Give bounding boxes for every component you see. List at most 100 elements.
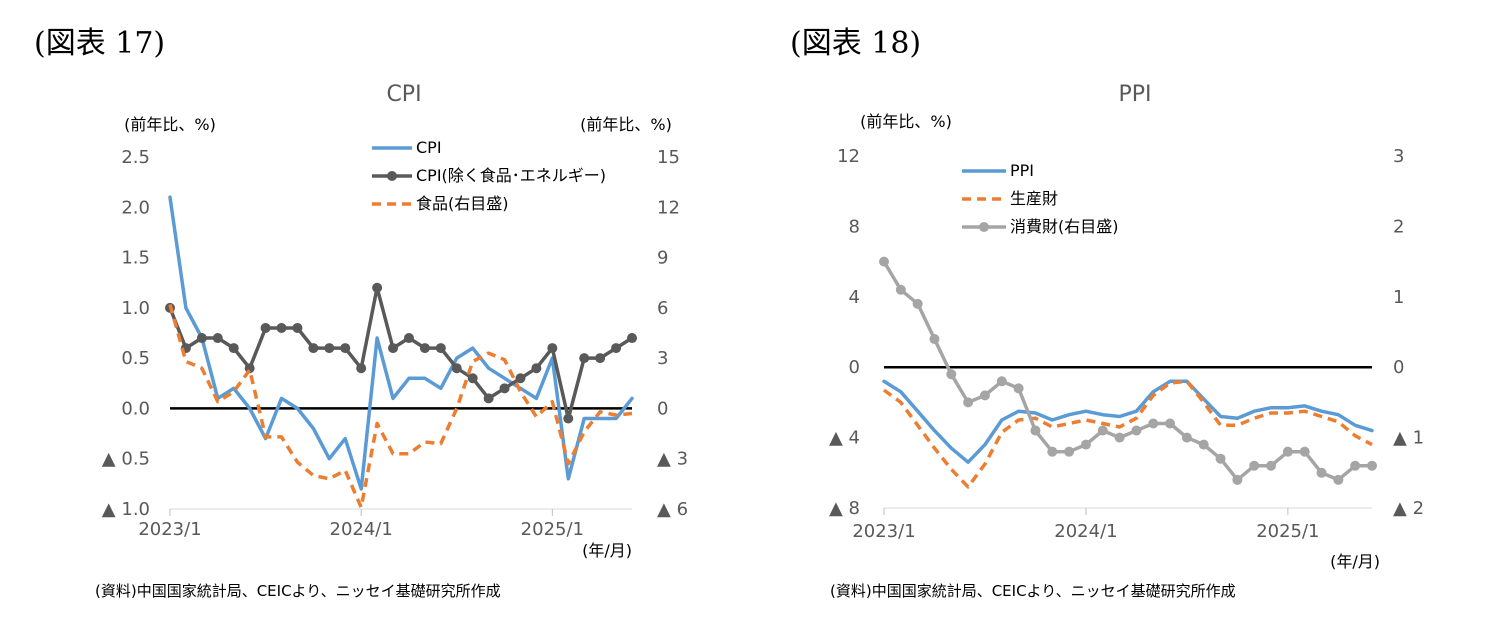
chart-0-left-tick: 2.5 — [121, 147, 150, 168]
chart-1-left-tick: ▲ 8 — [829, 498, 860, 519]
chart-0-right-tick: 3 — [657, 348, 668, 369]
figure-17-source: (資料)中国国家統計局、CEICより、ニッセイ基礎研究所作成 — [95, 582, 501, 600]
chart-0-x-unit: (年/月) — [582, 541, 632, 560]
chart-1-series-2-point — [1047, 446, 1058, 457]
chart-0-series-1-point — [531, 363, 542, 374]
chart-1-series-2-point — [996, 376, 1007, 387]
chart-1-series-2-point — [1333, 474, 1344, 485]
chart-1-series-2-point — [979, 390, 990, 401]
chart-0-right-unit: (前年比、%) — [580, 115, 672, 134]
chart-1-series-2-point — [1114, 432, 1125, 443]
chart-1-series-2-point — [1299, 446, 1310, 457]
chart-0-series-1-point — [547, 343, 558, 354]
chart-0-legend-label-2: 食品(右目盛) — [416, 194, 509, 213]
chart-0-series-1-point — [403, 333, 414, 344]
chart-1-left-tick: 0 — [849, 357, 860, 378]
chart-1-right-tick: 3 — [1393, 146, 1404, 167]
chart-0-x-tick-label: 2023/1 — [138, 519, 201, 540]
chart-1-series-2-point — [1282, 446, 1293, 457]
chart-0-left-tick: 2.0 — [121, 197, 150, 218]
chart-1-series-2-point — [895, 284, 906, 295]
chart-0-series-1-point — [451, 363, 462, 374]
chart-1-series-2-point — [1232, 474, 1243, 485]
chart-0-series-1-point — [627, 333, 637, 344]
chart-0-series-1-point — [356, 363, 367, 374]
chart-1-series-2-point — [1316, 467, 1327, 478]
chart-1-series-1-line — [882, 379, 1373, 489]
chart-1-series-2-point — [1148, 418, 1159, 429]
chart-0-series-0-line — [168, 195, 634, 491]
chart-0-right-tick: ▲ 6 — [657, 499, 688, 520]
chart-0-series-1-point — [276, 322, 287, 333]
chart-1-x-tick-label: 2025/1 — [1256, 521, 1319, 542]
chart-0-left-unit: (前年比、%) — [124, 115, 216, 134]
chart-1-series-0-line — [882, 379, 1374, 464]
chart-1-series-2-line — [882, 259, 1374, 482]
chart-1-series-2-point — [1367, 460, 1377, 471]
chart-0-series-1-point — [308, 343, 319, 354]
chart-1-legend-label-2: 消費財(右目盛) — [1010, 217, 1119, 236]
chart-1-series-2-point — [1350, 460, 1361, 471]
chart-1-title: PPI — [1118, 82, 1151, 107]
chart-0-series-1-point — [483, 393, 494, 404]
chart-0-series-1-point — [515, 373, 526, 384]
chart-1-legend-marker-2 — [979, 222, 989, 232]
chart-1-left-tick: 12 — [837, 146, 860, 167]
chart-0-series-1-point — [388, 343, 399, 354]
chart-0-series-1-point — [324, 343, 335, 354]
chart-0-legend-label-0: CPI — [416, 138, 442, 157]
chart-1-right-tick: ▲ 2 — [1393, 498, 1424, 519]
chart-0-series-1-point — [260, 322, 271, 333]
chart-1-series-2-point — [879, 256, 889, 267]
chart-0-series-1-point — [372, 282, 383, 293]
chart-1-right-tick: 0 — [1393, 357, 1404, 378]
chart-1-x-tick-label: 2024/1 — [1054, 521, 1117, 542]
chart-0-right-tick: 6 — [657, 298, 668, 319]
chart-0-series-2-line — [168, 304, 633, 510]
chart-1-series-2-point — [1097, 425, 1108, 436]
figure-17-label: (図表 17) — [34, 26, 166, 61]
chart-0-right-tick: 0 — [657, 398, 668, 419]
chart-0-left-tick: ▲ 1.0 — [102, 499, 150, 520]
chart-1-legend-label-1: 生産財 — [1010, 189, 1058, 208]
chart-1-series-2-point — [1165, 418, 1176, 429]
chart-0-x-tick-label: 2024/1 — [330, 519, 393, 540]
chart-0-right-tick: 9 — [657, 248, 668, 269]
chart-1-series-2-point — [1181, 432, 1192, 443]
chart-0-left-tick: 1.5 — [121, 248, 150, 269]
chart-1-left-unit: (前年比、%) — [860, 112, 952, 131]
chart-0-series-1-point — [196, 333, 207, 344]
chart-0-series-1-point — [579, 353, 590, 364]
chart-1-series-2-point — [1266, 460, 1277, 471]
chart-1-series-2-point — [1215, 453, 1226, 464]
chart-0-title: CPI — [386, 82, 421, 107]
chart-1-series-2-point — [929, 334, 940, 345]
chart-0-series-1-point — [563, 413, 574, 424]
chart-0-left-tick: 1.0 — [121, 298, 150, 319]
chart-1-left-tick: 8 — [849, 216, 860, 237]
chart-0-series-1-point — [611, 343, 622, 354]
chart-1-x-unit: (年/月) — [1330, 552, 1380, 571]
chart-1-series-2-point — [1080, 439, 1091, 450]
chart-0-left-tick: ▲ 0.5 — [102, 449, 150, 470]
chart-0-right-tick: ▲ 3 — [657, 449, 688, 470]
chart-0-right-tick: 15 — [657, 147, 680, 168]
chart-0-right-tick: 12 — [657, 197, 680, 218]
chart-0-series-1-point — [499, 383, 510, 394]
chart-1-right-tick: 1 — [1393, 287, 1404, 308]
chart-0-series-1-point — [467, 373, 478, 384]
chart-0-series-1-point — [340, 343, 351, 354]
chart-1-x-tick-label: 2023/1 — [852, 521, 915, 542]
chart-0-series-1-point — [228, 343, 239, 354]
chart-1-left-tick: 4 — [849, 287, 860, 308]
figure-18-label: (図表 18) — [790, 26, 922, 61]
chart-0-series-1-point — [419, 343, 430, 354]
chart-1-right-tick: 2 — [1393, 216, 1404, 237]
chart-0-series-1-point — [595, 353, 606, 364]
chart-1-series-2-point — [1030, 425, 1041, 436]
chart-1-series-2-point — [946, 369, 957, 380]
chart-1-legend-label-0: PPI — [1010, 161, 1034, 180]
chart-0-series-1-point — [212, 333, 223, 344]
chart-0-legend-marker-1 — [387, 171, 397, 181]
